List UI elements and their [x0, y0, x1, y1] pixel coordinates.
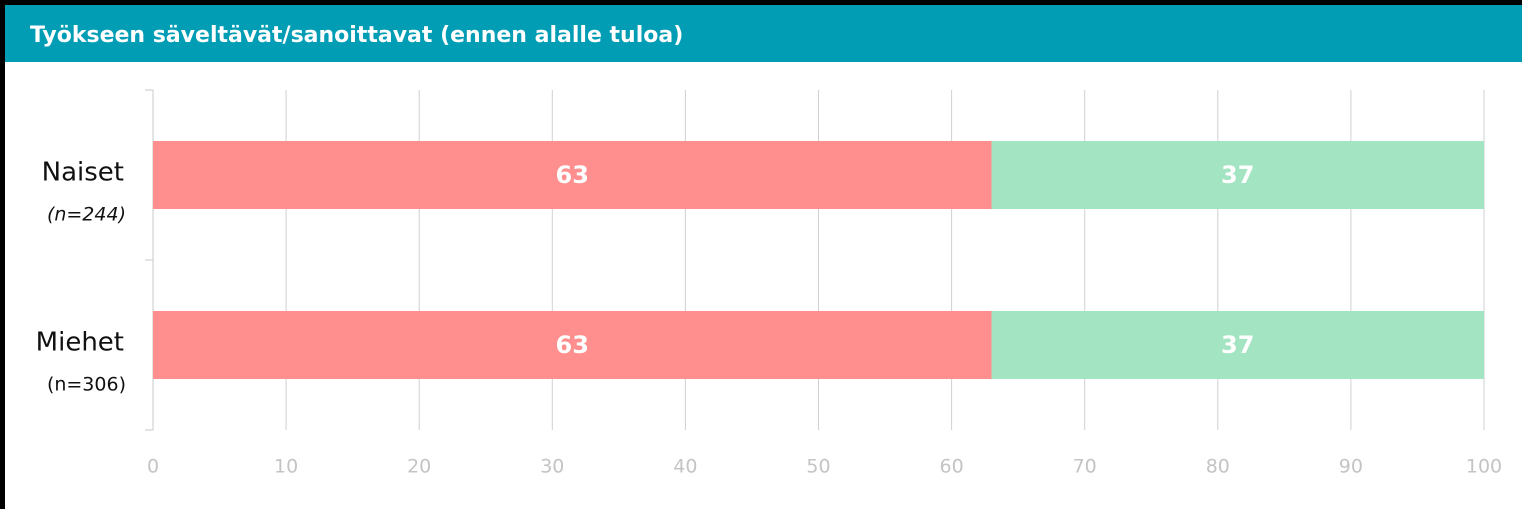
bar-segment: [991, 141, 1484, 209]
category-label: Miehet: [36, 328, 124, 358]
category-note: (n=244): [47, 204, 126, 226]
data-label: 63: [556, 161, 589, 189]
data-label: 37: [1221, 161, 1254, 189]
bar-segment: [991, 311, 1484, 379]
category-note: (n=306): [47, 374, 126, 396]
x-tick-label: 50: [806, 456, 830, 478]
bar-segment: [153, 311, 992, 379]
frame-top: [0, 0, 1522, 5]
frame-left: [0, 0, 5, 509]
x-tick-label: 60: [940, 456, 964, 478]
data-label: 63: [556, 331, 589, 359]
x-tick-label: 100: [1466, 456, 1502, 478]
bar-segment: [153, 141, 992, 209]
x-tick-label: 70: [1073, 456, 1097, 478]
x-tick-label: 0: [147, 456, 159, 478]
x-tick-label: 30: [540, 456, 564, 478]
x-tick-label: 10: [274, 456, 298, 478]
x-tick-label: 90: [1339, 456, 1363, 478]
title-bar: [5, 5, 1522, 62]
x-tick-label: 40: [673, 456, 697, 478]
chart-title: Työkseen säveltävät/sanoittavat (ennen a…: [30, 23, 683, 48]
x-tick-label: 20: [407, 456, 431, 478]
category-label: Naiset: [42, 158, 124, 188]
x-tick-label: 80: [1206, 456, 1230, 478]
data-label: 37: [1221, 331, 1254, 359]
